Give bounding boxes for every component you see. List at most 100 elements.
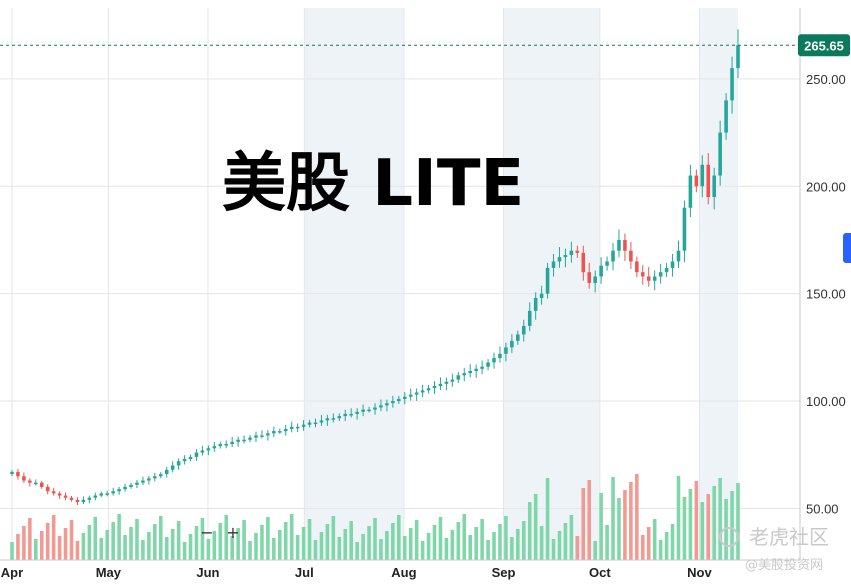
candle-body — [700, 164, 705, 187]
candle-body — [373, 407, 377, 410]
volume-bar — [123, 535, 127, 560]
volume-bar — [629, 482, 633, 560]
volume-bar — [492, 532, 496, 560]
candle-body — [736, 45, 740, 69]
candle-body — [206, 448, 211, 451]
candle-body — [521, 325, 526, 335]
volume-bar — [75, 541, 80, 560]
volume-bar — [414, 520, 419, 560]
volume-bar — [444, 538, 449, 560]
zoom-controls: − + — [194, 522, 246, 542]
candle-body — [278, 431, 282, 433]
volume-bar — [367, 526, 371, 560]
volume-bar — [206, 539, 211, 560]
volume-bar — [242, 520, 246, 560]
candle-body — [581, 252, 586, 273]
candle-body — [158, 474, 163, 477]
candle-body — [658, 272, 663, 277]
volume-bar — [272, 538, 276, 560]
candle-body — [123, 486, 127, 490]
volume-bar — [319, 532, 324, 560]
zoom-out-button[interactable]: − — [200, 522, 214, 542]
candle-body — [170, 465, 175, 470]
volume-bar — [462, 514, 467, 560]
volume-bar — [135, 519, 139, 560]
candle-body — [147, 478, 151, 481]
candle-body — [641, 272, 645, 277]
volume-bar — [688, 489, 693, 560]
volume-bar — [248, 541, 252, 560]
candle-body — [391, 401, 395, 404]
candle-body — [117, 489, 121, 492]
candle-body — [295, 426, 300, 429]
volume-bar — [87, 525, 92, 560]
volume-bar — [57, 536, 62, 560]
volume-bar — [236, 528, 240, 560]
volume-bar — [623, 490, 627, 560]
weekend-shading — [304, 8, 738, 560]
price-axis: 250.00 200.00 150.00 100.00 50.00 — [806, 72, 846, 517]
candle-body — [266, 433, 270, 436]
volume-bar — [521, 521, 526, 560]
x-tick-label: Aug — [391, 565, 416, 580]
candle-body — [533, 297, 538, 311]
volume-bar — [617, 498, 621, 560]
volume-bar — [664, 532, 669, 560]
volume-bar — [712, 486, 716, 560]
volume-bar — [706, 494, 711, 560]
volume-bar — [545, 478, 550, 560]
candle-body — [438, 383, 443, 387]
x-tick-label: Sep — [492, 565, 516, 580]
volume-bar — [575, 536, 580, 560]
volume-bar — [646, 527, 651, 560]
volume-bar — [188, 534, 193, 560]
volume-bar — [34, 539, 38, 560]
candle-body — [670, 261, 675, 268]
volume-bar — [397, 515, 401, 560]
candle-body — [111, 491, 115, 494]
candle-body — [93, 495, 98, 498]
volume-bar — [516, 529, 520, 560]
candle-body — [629, 250, 633, 262]
shaded-band — [304, 8, 404, 560]
candle-body — [141, 480, 145, 483]
volume-bar — [194, 526, 199, 560]
candle-body — [99, 493, 104, 496]
candle-body — [724, 100, 728, 133]
volume-bar — [343, 529, 348, 560]
volume-bar — [301, 527, 306, 560]
candle-body — [498, 353, 502, 359]
volume-bar — [295, 535, 300, 560]
candle-body — [272, 431, 276, 434]
volume-bar — [325, 524, 330, 560]
candle-body — [87, 497, 92, 500]
volume-bar — [569, 515, 574, 560]
volume-bar — [218, 523, 223, 560]
price-candles — [10, 29, 740, 506]
time-axis: Apr May Jun Jul Aug Sep Oct Nov — [1, 565, 713, 580]
candle-body — [236, 439, 240, 442]
volume-bar — [635, 474, 639, 560]
candle-body — [545, 267, 550, 294]
side-panel-tab[interactable] — [843, 233, 851, 263]
volume-bar — [730, 491, 734, 560]
candle-body — [224, 444, 229, 446]
zoom-in-button[interactable]: + — [226, 522, 240, 542]
candle-body — [623, 239, 627, 251]
candle-body — [712, 175, 716, 198]
candle-body — [200, 450, 205, 453]
candle-body — [194, 452, 199, 457]
candle-body — [254, 435, 258, 438]
candle-body — [516, 334, 520, 341]
candle-body — [230, 441, 234, 445]
volume-bar — [22, 526, 26, 560]
candle-body — [414, 392, 419, 395]
handle-watermark: @美股投资网 — [745, 557, 823, 573]
candle-body — [361, 409, 365, 412]
candle-body — [402, 396, 407, 399]
last-price-label: 265.65 — [804, 38, 844, 53]
volume-bar — [593, 541, 597, 560]
candle-body — [349, 413, 353, 416]
candle-body — [718, 132, 722, 176]
